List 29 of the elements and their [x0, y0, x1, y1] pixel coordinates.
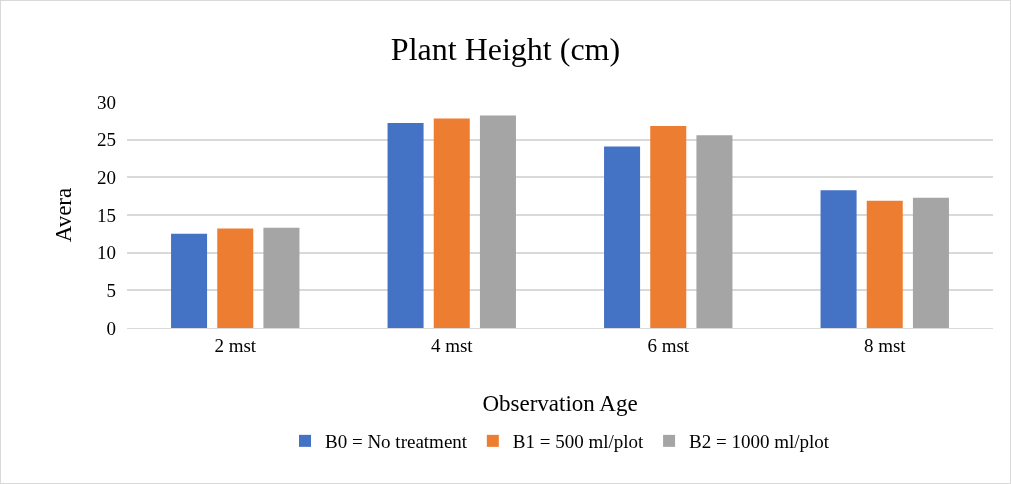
y-tick-label: 5: [106, 279, 116, 301]
bar: [604, 146, 641, 328]
y-tick-label: 25: [97, 129, 116, 151]
bar: [171, 233, 208, 328]
y-tick-label: 30: [97, 91, 116, 113]
bar: [479, 115, 516, 328]
bar: [820, 190, 857, 328]
bar: [912, 197, 949, 328]
x-tick-label: 6 mst: [647, 334, 690, 356]
bar: [263, 227, 300, 328]
x-tick-label: 2 mst: [214, 334, 257, 356]
bar: [387, 123, 424, 328]
bar: [866, 200, 903, 328]
x-tick-label: 8 mst: [863, 334, 907, 356]
legend-label: B0 = No treatment: [325, 431, 468, 453]
y-tick-label: 10: [97, 242, 116, 264]
legend-label: B1 = 500 ml/plot: [512, 431, 645, 453]
bar: [217, 228, 254, 328]
chart-title: Plant Height (cm): [390, 31, 621, 68]
y-tick-label: 20: [97, 166, 116, 188]
y-axis-title: Avera: [51, 187, 77, 243]
bar: [433, 118, 470, 328]
y-tick-label: 15: [97, 204, 116, 226]
y-tick-label: 0: [106, 317, 116, 339]
legend-label: B2 = 1000 ml/plot: [689, 431, 830, 453]
x-tick-label: 4 mst: [430, 334, 474, 356]
bar: [650, 126, 687, 328]
x-axis-title: Observation Age: [482, 391, 638, 417]
bar: [696, 135, 733, 328]
